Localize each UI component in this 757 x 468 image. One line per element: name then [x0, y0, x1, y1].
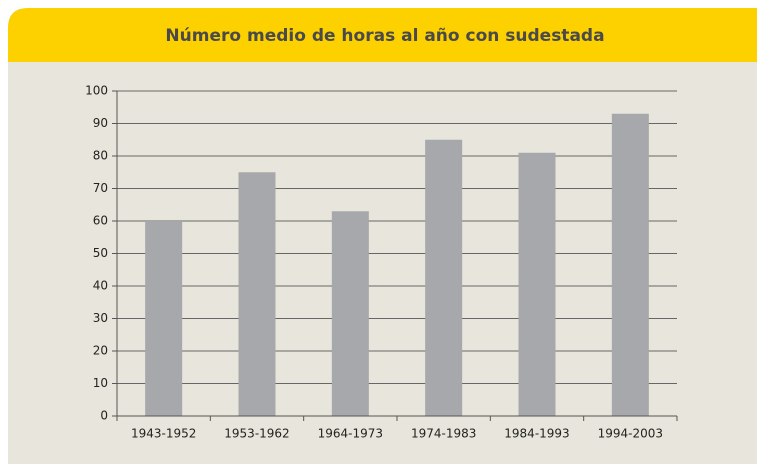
y-tick-label: 70 — [93, 181, 108, 195]
y-tick-label: 10 — [93, 376, 108, 390]
x-tick-label: 1953-1962 — [224, 427, 289, 441]
x-tick-label: 1974-1983 — [411, 427, 476, 441]
y-tick-label: 100 — [85, 84, 108, 98]
y-tick-label: 60 — [93, 214, 108, 228]
x-tick-label: 1984-1993 — [504, 427, 569, 441]
y-tick-label: 50 — [93, 246, 108, 260]
x-tick-label: 1964-1973 — [318, 427, 383, 441]
bar — [611, 113, 649, 416]
y-tick-label: 30 — [93, 311, 108, 325]
y-tick-label: 0 — [100, 409, 108, 423]
y-tick-label: 80 — [93, 149, 108, 163]
y-tick-label: 20 — [93, 344, 108, 358]
bar — [238, 172, 276, 416]
bar — [425, 139, 463, 416]
chart-title: Número medio de horas al año con sudesta… — [165, 26, 604, 46]
x-tick-label: 1994-2003 — [598, 427, 663, 441]
bar — [145, 221, 183, 416]
x-tick-label: 1943-1952 — [131, 427, 196, 441]
card — [8, 8, 757, 464]
y-tick-label: 90 — [93, 116, 108, 130]
header — [8, 8, 757, 62]
bar — [518, 152, 556, 416]
bar — [331, 211, 369, 416]
y-tick-label: 40 — [93, 279, 108, 293]
